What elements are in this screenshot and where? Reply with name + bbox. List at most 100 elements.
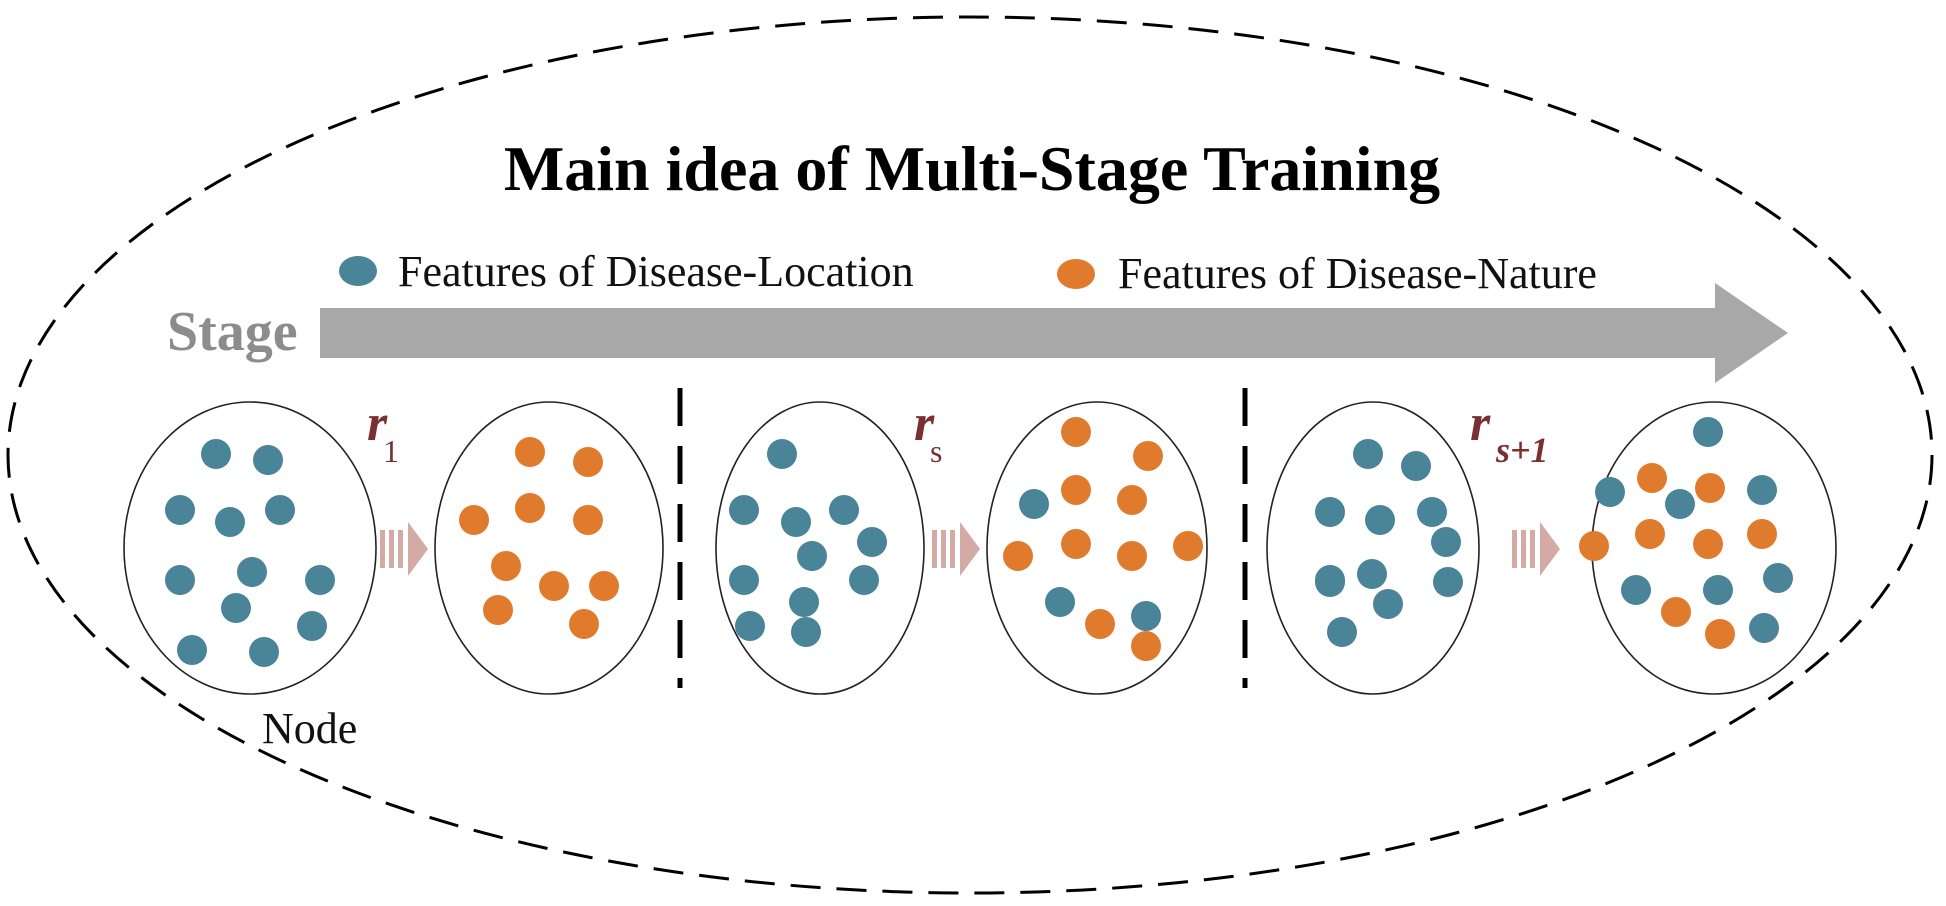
disease-nature-feature-dot <box>539 571 569 601</box>
disease-location-feature-dot <box>1357 559 1387 589</box>
disease-location-feature-dot <box>1365 505 1395 535</box>
disease-nature-feature-dot <box>1695 473 1725 503</box>
node-ellipse <box>123 401 377 695</box>
disease-location-feature-dot <box>1431 527 1461 557</box>
disease-location-feature-dot <box>1353 439 1383 469</box>
relation-label-1: r 1 <box>367 395 399 469</box>
relation-symbol: r <box>1470 395 1491 452</box>
disease-nature-feature-dot <box>1693 529 1723 559</box>
disease-nature-feature-dot <box>1085 609 1115 639</box>
node-4 <box>986 401 1208 695</box>
outer-dashed-boundary <box>6 15 1934 895</box>
disease-nature-feature-dot <box>1133 441 1163 471</box>
disease-location-feature-dot <box>1763 563 1793 593</box>
disease-nature-feature-dot <box>459 505 489 535</box>
disease-nature-feature-dot <box>1637 463 1667 493</box>
disease-nature-feature-dot <box>1131 631 1161 661</box>
feature-nodes <box>123 401 1837 695</box>
legend-nature-swatch <box>1057 259 1095 289</box>
disease-nature-feature-dot <box>515 437 545 467</box>
disease-nature-feature-dot <box>1117 485 1147 515</box>
disease-nature-feature-dot <box>1061 417 1091 447</box>
legend: Features of Disease-Location Features of… <box>339 247 1597 298</box>
relation-subscript: 1 <box>383 433 399 469</box>
disease-location-feature-dot <box>1315 497 1345 527</box>
node-3 <box>715 401 925 695</box>
disease-nature-feature-dot <box>1061 529 1091 559</box>
node-ellipse <box>1266 401 1480 695</box>
stage-arrow-shape <box>320 283 1788 383</box>
transition-arrow-stripe <box>932 530 937 568</box>
disease-nature-feature-dot <box>1661 597 1691 627</box>
disease-location-feature-dot <box>305 565 335 595</box>
disease-nature-feature-dot <box>1635 519 1665 549</box>
disease-nature-feature-dot <box>1579 531 1609 561</box>
disease-location-feature-dot <box>1045 587 1075 617</box>
transition-arrow-1 <box>380 522 428 576</box>
disease-location-feature-dot <box>1595 477 1625 507</box>
node-ellipse <box>986 401 1208 695</box>
node-ellipse <box>434 401 664 695</box>
disease-location-feature-dot <box>1749 613 1779 643</box>
disease-location-feature-dot <box>237 557 267 587</box>
transition-arrow-3 <box>1512 522 1560 576</box>
disease-location-feature-dot <box>201 439 231 469</box>
disease-location-feature-dot <box>1315 567 1345 597</box>
transition-arrow-head <box>960 522 980 576</box>
node-ellipse <box>715 401 925 695</box>
disease-location-feature-dot <box>1747 475 1777 505</box>
disease-location-feature-dot <box>165 495 195 525</box>
disease-location-feature-dot <box>767 439 797 469</box>
legend-location-label: Features of Disease-Location <box>398 247 914 296</box>
disease-nature-feature-dot <box>589 571 619 601</box>
disease-location-feature-dot <box>1019 489 1049 519</box>
disease-location-feature-dot <box>781 507 811 537</box>
disease-nature-feature-dot <box>1061 475 1091 505</box>
disease-location-feature-dot <box>221 593 251 623</box>
transition-arrow-stripe <box>1530 530 1535 568</box>
stage-arrow: Stage <box>167 283 1788 383</box>
disease-location-feature-dot <box>1417 497 1447 527</box>
disease-location-feature-dot <box>215 507 245 537</box>
node-5 <box>1266 401 1480 695</box>
disease-location-feature-dot <box>1621 575 1651 605</box>
disease-location-feature-dot <box>1665 489 1695 519</box>
disease-location-feature-dot <box>857 527 887 557</box>
disease-location-feature-dot <box>789 587 819 617</box>
transition-arrow-stripe <box>1512 530 1517 568</box>
disease-location-feature-dot <box>1433 567 1463 597</box>
disease-nature-feature-dot <box>569 609 599 639</box>
node-1 <box>123 401 377 695</box>
transition-arrow-stripe <box>941 530 946 568</box>
disease-location-feature-dot <box>165 565 195 595</box>
disease-location-feature-dot <box>829 495 859 525</box>
disease-location-feature-dot <box>729 495 759 525</box>
disease-location-feature-dot <box>249 637 279 667</box>
node-label: Node <box>262 704 357 753</box>
transition-arrow-2 <box>932 522 980 576</box>
relation-label-s: r s <box>914 395 942 469</box>
disease-location-feature-dot <box>1401 451 1431 481</box>
transition-arrow-stripe <box>398 530 403 568</box>
disease-nature-feature-dot <box>1003 541 1033 571</box>
relation-symbol: r <box>367 395 388 452</box>
stage-label: Stage <box>167 301 298 363</box>
relation-subscript: s+1 <box>1495 430 1549 470</box>
disease-nature-feature-dot <box>491 551 521 581</box>
relation-subscript: s <box>930 433 942 469</box>
relation-symbol: r <box>914 395 935 452</box>
legend-location-swatch <box>339 256 377 286</box>
transition-arrow-stripe <box>380 530 385 568</box>
disease-location-feature-dot <box>177 635 207 665</box>
disease-location-feature-dot <box>735 611 765 641</box>
disease-nature-feature-dot <box>1117 541 1147 571</box>
disease-location-feature-dot <box>1373 589 1403 619</box>
disease-location-feature-dot <box>729 565 759 595</box>
diagram-title: Main idea of Multi-Stage Training <box>504 133 1440 204</box>
disease-location-feature-dot <box>791 617 821 647</box>
disease-nature-feature-dot <box>1747 519 1777 549</box>
disease-nature-feature-dot <box>1173 531 1203 561</box>
node-6 <box>1579 401 1837 695</box>
legend-nature-label: Features of Disease-Nature <box>1118 249 1597 298</box>
